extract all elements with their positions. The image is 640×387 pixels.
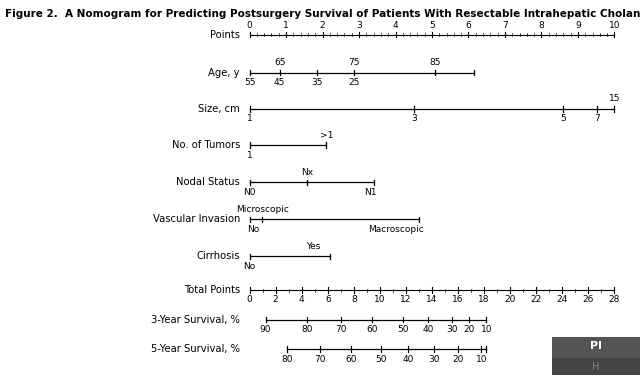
Text: 15: 15 [609,94,620,103]
Text: Microscopic: Microscopic [236,205,289,214]
Text: 70: 70 [335,325,347,334]
Text: 30: 30 [428,354,440,363]
Text: 26: 26 [582,295,594,304]
Text: 0: 0 [247,295,252,304]
Text: 80: 80 [281,354,292,363]
Text: 45: 45 [274,78,285,87]
Text: 20: 20 [504,295,516,304]
Text: 1: 1 [247,151,252,160]
Text: No: No [246,225,259,234]
Text: >1: >1 [320,130,333,140]
Text: 18: 18 [478,295,490,304]
Text: 4: 4 [393,21,398,30]
Text: 7: 7 [595,115,600,123]
Text: Figure 2.  A Nomogram for Predicting Postsurgery Survival of Patients With Resec: Figure 2. A Nomogram for Predicting Post… [5,9,640,19]
Text: 10: 10 [374,295,386,304]
Text: No: No [243,262,256,271]
Text: Nodal Status: Nodal Status [176,178,240,187]
Text: No. of Tumors: No. of Tumors [172,140,240,150]
Bar [552,337,640,358]
Text: 75: 75 [348,58,360,67]
Text: Age, y: Age, y [209,68,240,77]
Text: Cirrhosis: Cirrhosis [196,252,240,261]
Text: 3: 3 [356,21,362,30]
Bar [552,358,640,375]
Text: 90: 90 [260,325,271,334]
Text: 70: 70 [314,354,326,363]
Text: 1: 1 [284,21,289,30]
Text: 10: 10 [476,354,487,363]
Text: 50: 50 [376,354,387,363]
Text: Points: Points [210,29,240,39]
Text: 5-Year Survival, %: 5-Year Survival, % [151,344,240,354]
Text: 2: 2 [320,21,325,30]
Text: 10: 10 [481,325,492,334]
Text: 5: 5 [429,21,435,30]
Text: 35: 35 [312,78,323,87]
Text: 20: 20 [463,325,475,334]
Text: N1: N1 [364,188,376,197]
Text: 28: 28 [609,295,620,304]
Text: 3-Year Survival, %: 3-Year Survival, % [151,315,240,325]
Text: 4: 4 [299,295,305,304]
Text: 3: 3 [412,115,417,123]
Text: 6: 6 [466,21,471,30]
Text: 9: 9 [575,21,580,30]
Text: 50: 50 [397,325,408,334]
Text: Vascular Invasion: Vascular Invasion [152,214,240,224]
Text: 10: 10 [609,21,620,30]
Text: 85: 85 [429,58,441,67]
Text: Nx: Nx [301,168,313,177]
Text: 7: 7 [502,21,508,30]
Text: 20: 20 [452,354,463,363]
Text: 60: 60 [346,354,357,363]
Text: 6: 6 [325,295,331,304]
Text: 40: 40 [403,354,414,363]
Text: 60: 60 [367,325,378,334]
Text: 22: 22 [531,295,542,304]
Text: 30: 30 [446,325,458,334]
Text: 40: 40 [422,325,434,334]
Text: 80: 80 [301,325,313,334]
Text: 24: 24 [557,295,568,304]
Text: Total Points: Total Points [184,285,240,295]
Text: 16: 16 [452,295,464,304]
Text: 8: 8 [539,21,544,30]
Text: Pl: Pl [590,341,602,351]
Text: 8: 8 [351,295,356,304]
Text: Yes: Yes [307,242,321,251]
Text: H: H [592,361,600,372]
Text: 1: 1 [247,115,252,123]
Text: 65: 65 [274,58,285,67]
Text: N0: N0 [243,188,256,197]
Text: 5: 5 [561,115,566,123]
Text: 2: 2 [273,295,278,304]
Text: 55: 55 [244,78,255,87]
Text: 12: 12 [400,295,412,304]
Text: Macroscopic: Macroscopic [367,225,424,234]
Text: 25: 25 [348,78,360,87]
Text: 14: 14 [426,295,438,304]
Text: Size, cm: Size, cm [198,104,240,114]
Text: 0: 0 [247,21,252,30]
